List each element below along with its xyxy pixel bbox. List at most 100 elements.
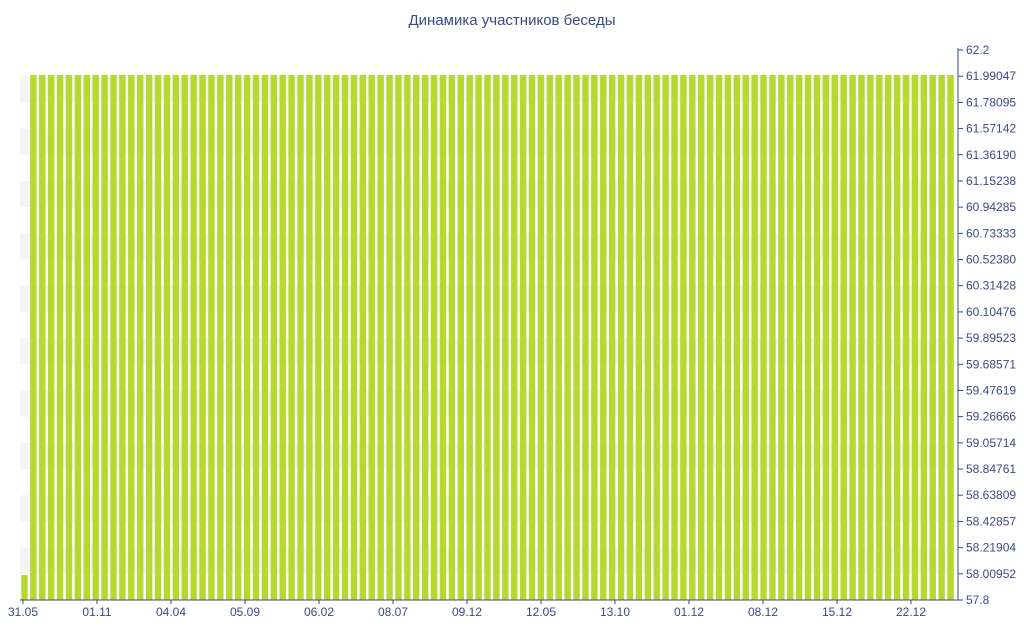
y-axis: 62.2 61.99047 61.78095 61.57142 61.36190 61.1… [957,43,1016,607]
bar [858,75,865,600]
bar [867,75,874,600]
bar [324,75,331,600]
bar [439,75,447,600]
bar [938,75,945,600]
bar [662,75,669,600]
bar [404,75,411,600]
bar [635,75,643,600]
bar [573,75,580,600]
bar [671,75,678,600]
bar [600,75,607,600]
bar [234,75,242,600]
y-tick-label: 60.94285 [966,200,1016,214]
bar [893,75,901,600]
x-tick-label: 13.10 [600,605,630,619]
y-tick-label: 58.00952 [966,567,1016,581]
bar [787,75,794,600]
bar [769,75,776,600]
y-tick-label: 61.57142 [966,122,1016,136]
bar [876,75,883,600]
y-tick-label: 60.10476 [966,305,1016,319]
bar [644,75,651,600]
bar [395,75,402,600]
bar [92,75,99,600]
bar [430,75,438,600]
y-tick-label: 58.63809 [966,488,1016,502]
bar [226,75,233,600]
bar [190,75,197,600]
bar [110,75,117,600]
bar [137,75,144,600]
bar [448,75,456,600]
y-tick-label: 61.99047 [966,69,1016,83]
bar [564,75,571,600]
bar [706,75,714,600]
bar [822,75,830,600]
y-tick-label: 60.73333 [966,226,1016,240]
bar [715,75,723,600]
bar [128,75,135,600]
bar [199,75,206,600]
bar [377,75,384,600]
y-tick-label: 60.31428 [966,279,1016,293]
bar [502,75,509,600]
bar [359,75,367,600]
bar [315,75,322,600]
bar [47,75,55,600]
x-tick-label: 22.12 [896,605,926,619]
bar [911,75,919,600]
bar [208,75,215,600]
bar [778,75,785,600]
x-tick-label: 09.12 [452,605,482,619]
bar [751,75,758,600]
bar [698,75,705,600]
y-tick-label: 62.2 [966,43,990,57]
bar [39,75,46,600]
bar [217,75,224,600]
bar [608,75,616,600]
bar [279,75,286,600]
bar [270,75,277,600]
bar [386,75,393,600]
y-tick-label: 60.52380 [966,253,1016,267]
bar [591,75,598,600]
bar [528,75,536,600]
x-tick-label: 08.07 [378,605,408,619]
bar [511,75,518,600]
x-tick-label: 01.11 [82,605,111,619]
bar [341,75,349,600]
x-axis: 31.05 01.11 04.04 05.09 06.02 08.07 09.12 12.05… [8,599,958,619]
y-tick-label: 58.42857 [966,514,1016,528]
bar [689,75,696,600]
x-tick-label: 01.12 [674,605,704,619]
bar [493,75,500,600]
bar [475,75,482,600]
bar [760,75,767,600]
chart-title: Динамика участников беседы [408,12,616,29]
bar [30,75,37,600]
bar [849,75,856,600]
bar [546,75,554,600]
bar [243,75,251,600]
x-tick-label: 31.05 [8,605,38,619]
bar [813,75,821,600]
bar [252,75,260,600]
bar [413,75,420,600]
bar [56,75,64,600]
bar [350,75,358,600]
bar [21,575,28,600]
y-tick-label: 57.8 [966,593,990,607]
x-tick-label: 15.12 [822,605,852,619]
bar [902,75,910,600]
bar [724,75,732,600]
x-tick-label: 12.05 [526,605,556,619]
y-tick-label: 59.47619 [966,383,1016,397]
bar [181,75,188,600]
x-tick-label: 06.02 [304,605,334,619]
bar [154,75,162,600]
y-tick-label: 61.15238 [966,174,1016,188]
y-tick-label: 58.84761 [966,462,1016,476]
bar [83,75,90,600]
bar [804,75,812,600]
